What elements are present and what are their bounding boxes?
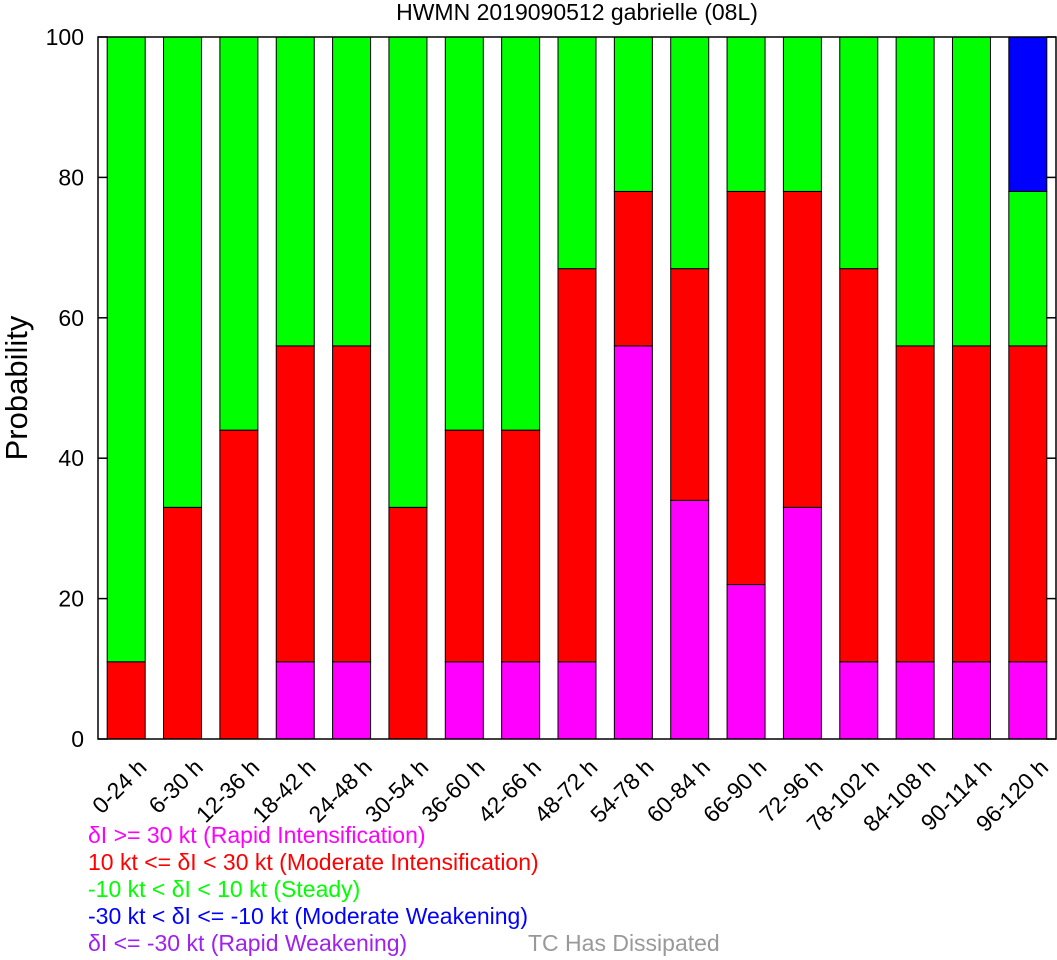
y-tick-label: 40 (58, 445, 84, 471)
bar-segment-90-114h-s0 (951, 661, 991, 740)
bar-segment-24-48h-s1 (332, 345, 372, 663)
bar-segment-0-24h-s2 (106, 36, 146, 663)
bar-segment-30-54h-s1 (388, 506, 428, 740)
bar-segment-18-42h-s1 (275, 345, 315, 663)
bar-segment-12-36h-s1 (219, 429, 259, 740)
legend-item-steady: -10 kt < δI < 10 kt (Steady) (88, 876, 361, 902)
legend-item-dissipated: TC Has Dissipated (528, 930, 720, 956)
bar-segment-72-96h-s1 (782, 190, 822, 508)
bar-segment-84-108h-s2 (895, 36, 935, 347)
bar-segment-72-96h-s0 (782, 506, 822, 740)
bar-segment-24-48h-s0 (332, 661, 372, 740)
bar-segment-18-42h-s2 (275, 36, 315, 347)
bar-segment-78-102h-s0 (839, 661, 879, 740)
bar-segment-6-30h-s1 (163, 506, 203, 740)
bar-segment-54-78h-s0 (613, 345, 653, 740)
bar-segment-60-84h-s1 (670, 268, 710, 501)
bar-segment-54-78h-s1 (613, 190, 653, 347)
bar-segment-42-66h-s1 (501, 429, 541, 663)
bar-segment-0-24h-s1 (106, 661, 146, 740)
bar-segment-42-66h-s2 (501, 36, 541, 431)
axes-layer (97, 36, 1057, 740)
bar-segment-12-36h-s2 (219, 36, 259, 431)
y-tick-label: 20 (58, 586, 84, 612)
chart-title: HWMN 2019090512 gabrielle (08L) (396, 0, 758, 25)
plot-frame (97, 36, 1057, 740)
bar-segment-60-84h-s2 (670, 36, 710, 270)
bar-segment-90-114h-s2 (951, 36, 991, 347)
y-tick-label: 0 (71, 726, 84, 752)
y-tick-label: 100 (46, 24, 84, 50)
bar-segment-48-72h-s2 (557, 36, 597, 270)
bar-segment-66-90h-s0 (726, 584, 766, 740)
y-tick-label: 80 (58, 164, 84, 190)
bar-segment-36-60h-s1 (444, 429, 484, 663)
y-tick-label: 60 (58, 305, 84, 331)
bar-segment-72-96h-s2 (782, 36, 822, 192)
y-axis-label: Probability (0, 315, 34, 460)
bar-segment-78-102h-s2 (839, 36, 879, 270)
bar-segment-36-60h-s2 (444, 36, 484, 431)
bar-segment-66-90h-s2 (726, 36, 766, 192)
bar-segment-30-54h-s2 (388, 36, 428, 508)
bar-segment-54-78h-s2 (613, 36, 653, 192)
legend-item-rapid-weakening: δI <= -30 kt (Rapid Weakening) (88, 930, 408, 956)
x-tick-label: 0-24 h (87, 754, 152, 819)
bar-segment-96-120h-s2 (1008, 190, 1048, 347)
bar-segment-66-90h-s1 (726, 190, 766, 586)
bar-segment-48-72h-s0 (557, 661, 597, 740)
legend-item-rapid-intensification: δI >= 30 kt (Rapid Intensification) (88, 822, 426, 848)
bar-segment-78-102h-s1 (839, 268, 879, 663)
bars-layer (106, 36, 1048, 740)
bar-segment-60-84h-s0 (670, 499, 710, 740)
bar-segment-36-60h-s0 (444, 661, 484, 740)
bar-segment-96-120h-s0 (1008, 661, 1048, 740)
bar-segment-6-30h-s2 (163, 36, 203, 508)
legend-item-moderate-weakening: -30 kt < δI <= -10 kt (Moderate Weakenin… (88, 903, 529, 929)
bar-segment-96-120h-s1 (1008, 345, 1048, 663)
bar-segment-84-108h-s1 (895, 345, 935, 663)
bar-segment-96-120h-s3 (1008, 36, 1048, 192)
bar-segment-48-72h-s1 (557, 268, 597, 663)
bar-segment-84-108h-s0 (895, 661, 935, 740)
bar-segment-42-66h-s0 (501, 661, 541, 740)
bar-segment-18-42h-s0 (275, 661, 315, 740)
legend-item-moderate-intensification: 10 kt <= δI < 30 kt (Moderate Intensific… (88, 849, 539, 875)
bar-segment-24-48h-s2 (332, 36, 372, 347)
bar-segment-90-114h-s1 (951, 345, 991, 663)
